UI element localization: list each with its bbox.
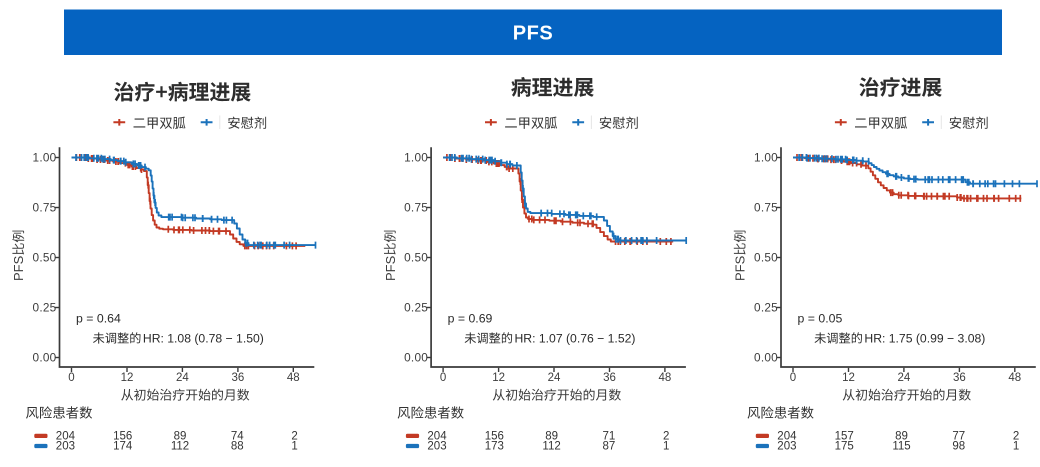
- svg-text:0.75: 0.75: [33, 201, 57, 215]
- svg-text:203: 203: [777, 441, 796, 453]
- svg-text:0: 0: [790, 372, 796, 384]
- svg-text:HR: 1.75 (0.99 − 3.08): HR: 1.75 (0.99 − 3.08): [864, 332, 985, 346]
- svg-text:203: 203: [56, 441, 75, 453]
- svg-text:1: 1: [291, 441, 297, 453]
- svg-text:2: 2: [291, 431, 297, 443]
- svg-text:89: 89: [545, 431, 558, 443]
- svg-text:0.00: 0.00: [404, 351, 428, 365]
- svg-text:48: 48: [659, 372, 672, 384]
- svg-text:0.25: 0.25: [754, 301, 778, 315]
- svg-text:36: 36: [603, 372, 616, 384]
- svg-text:87: 87: [603, 441, 616, 453]
- svg-text:PFS: PFS: [513, 23, 553, 45]
- svg-text:71: 71: [603, 431, 616, 443]
- svg-text:89: 89: [174, 431, 187, 443]
- svg-text:0.00: 0.00: [33, 351, 57, 365]
- svg-text:48: 48: [287, 372, 300, 384]
- svg-text:0.00: 0.00: [754, 351, 778, 365]
- svg-text:2: 2: [1013, 431, 1019, 443]
- svg-text:0.50: 0.50: [754, 251, 778, 265]
- svg-text:112: 112: [171, 441, 189, 453]
- svg-text:24: 24: [176, 372, 189, 384]
- svg-text:88: 88: [231, 441, 244, 453]
- svg-text:1: 1: [1013, 441, 1019, 453]
- svg-text:1.00: 1.00: [754, 151, 778, 165]
- svg-text:PFS: PFS: [733, 255, 748, 281]
- svg-text:156: 156: [485, 431, 504, 443]
- svg-text:204: 204: [56, 431, 76, 443]
- svg-text:0.25: 0.25: [33, 301, 57, 315]
- svg-text:HR: 1.08 (0.78 − 1.50): HR: 1.08 (0.78 − 1.50): [143, 332, 264, 346]
- svg-text:174: 174: [113, 441, 133, 453]
- svg-text:175: 175: [835, 441, 854, 453]
- svg-text:77: 77: [952, 431, 965, 443]
- svg-text:115: 115: [892, 441, 910, 453]
- svg-text:p = 0.64: p = 0.64: [76, 311, 121, 325]
- svg-text:36: 36: [232, 372, 245, 384]
- svg-text:p = 0.05: p = 0.05: [798, 311, 843, 325]
- svg-text:0.50: 0.50: [33, 251, 57, 265]
- svg-text:p = 0.69: p = 0.69: [448, 311, 493, 325]
- svg-text:0.50: 0.50: [404, 251, 428, 265]
- svg-text:89: 89: [895, 431, 908, 443]
- svg-text:156: 156: [113, 431, 132, 443]
- svg-text:173: 173: [485, 441, 504, 453]
- svg-text:PFS: PFS: [383, 255, 398, 281]
- svg-text:36: 36: [953, 372, 966, 384]
- svg-text:12: 12: [842, 372, 855, 384]
- svg-text:203: 203: [427, 441, 446, 453]
- svg-text:PFS: PFS: [11, 255, 26, 281]
- svg-text:24: 24: [548, 372, 561, 384]
- svg-text:1.00: 1.00: [404, 151, 428, 165]
- svg-text:12: 12: [121, 372, 134, 384]
- svg-text:112: 112: [542, 441, 560, 453]
- svg-text:12: 12: [492, 372, 505, 384]
- svg-text:204: 204: [427, 431, 447, 443]
- svg-text:204: 204: [777, 431, 797, 443]
- svg-text:2: 2: [663, 431, 669, 443]
- svg-text:98: 98: [952, 441, 965, 453]
- svg-text:0.75: 0.75: [754, 201, 778, 215]
- svg-text:1: 1: [663, 441, 669, 453]
- svg-text:74: 74: [231, 431, 244, 443]
- svg-text:0.25: 0.25: [404, 301, 428, 315]
- svg-text:157: 157: [835, 431, 854, 443]
- svg-text:HR: 1.07 (0.76 − 1.52): HR: 1.07 (0.76 − 1.52): [515, 332, 636, 346]
- svg-text:0.75: 0.75: [404, 201, 428, 215]
- svg-text:24: 24: [898, 372, 911, 384]
- svg-text:1.00: 1.00: [33, 151, 57, 165]
- svg-text:0: 0: [68, 372, 74, 384]
- svg-text:48: 48: [1008, 372, 1021, 384]
- svg-text:0: 0: [440, 372, 446, 384]
